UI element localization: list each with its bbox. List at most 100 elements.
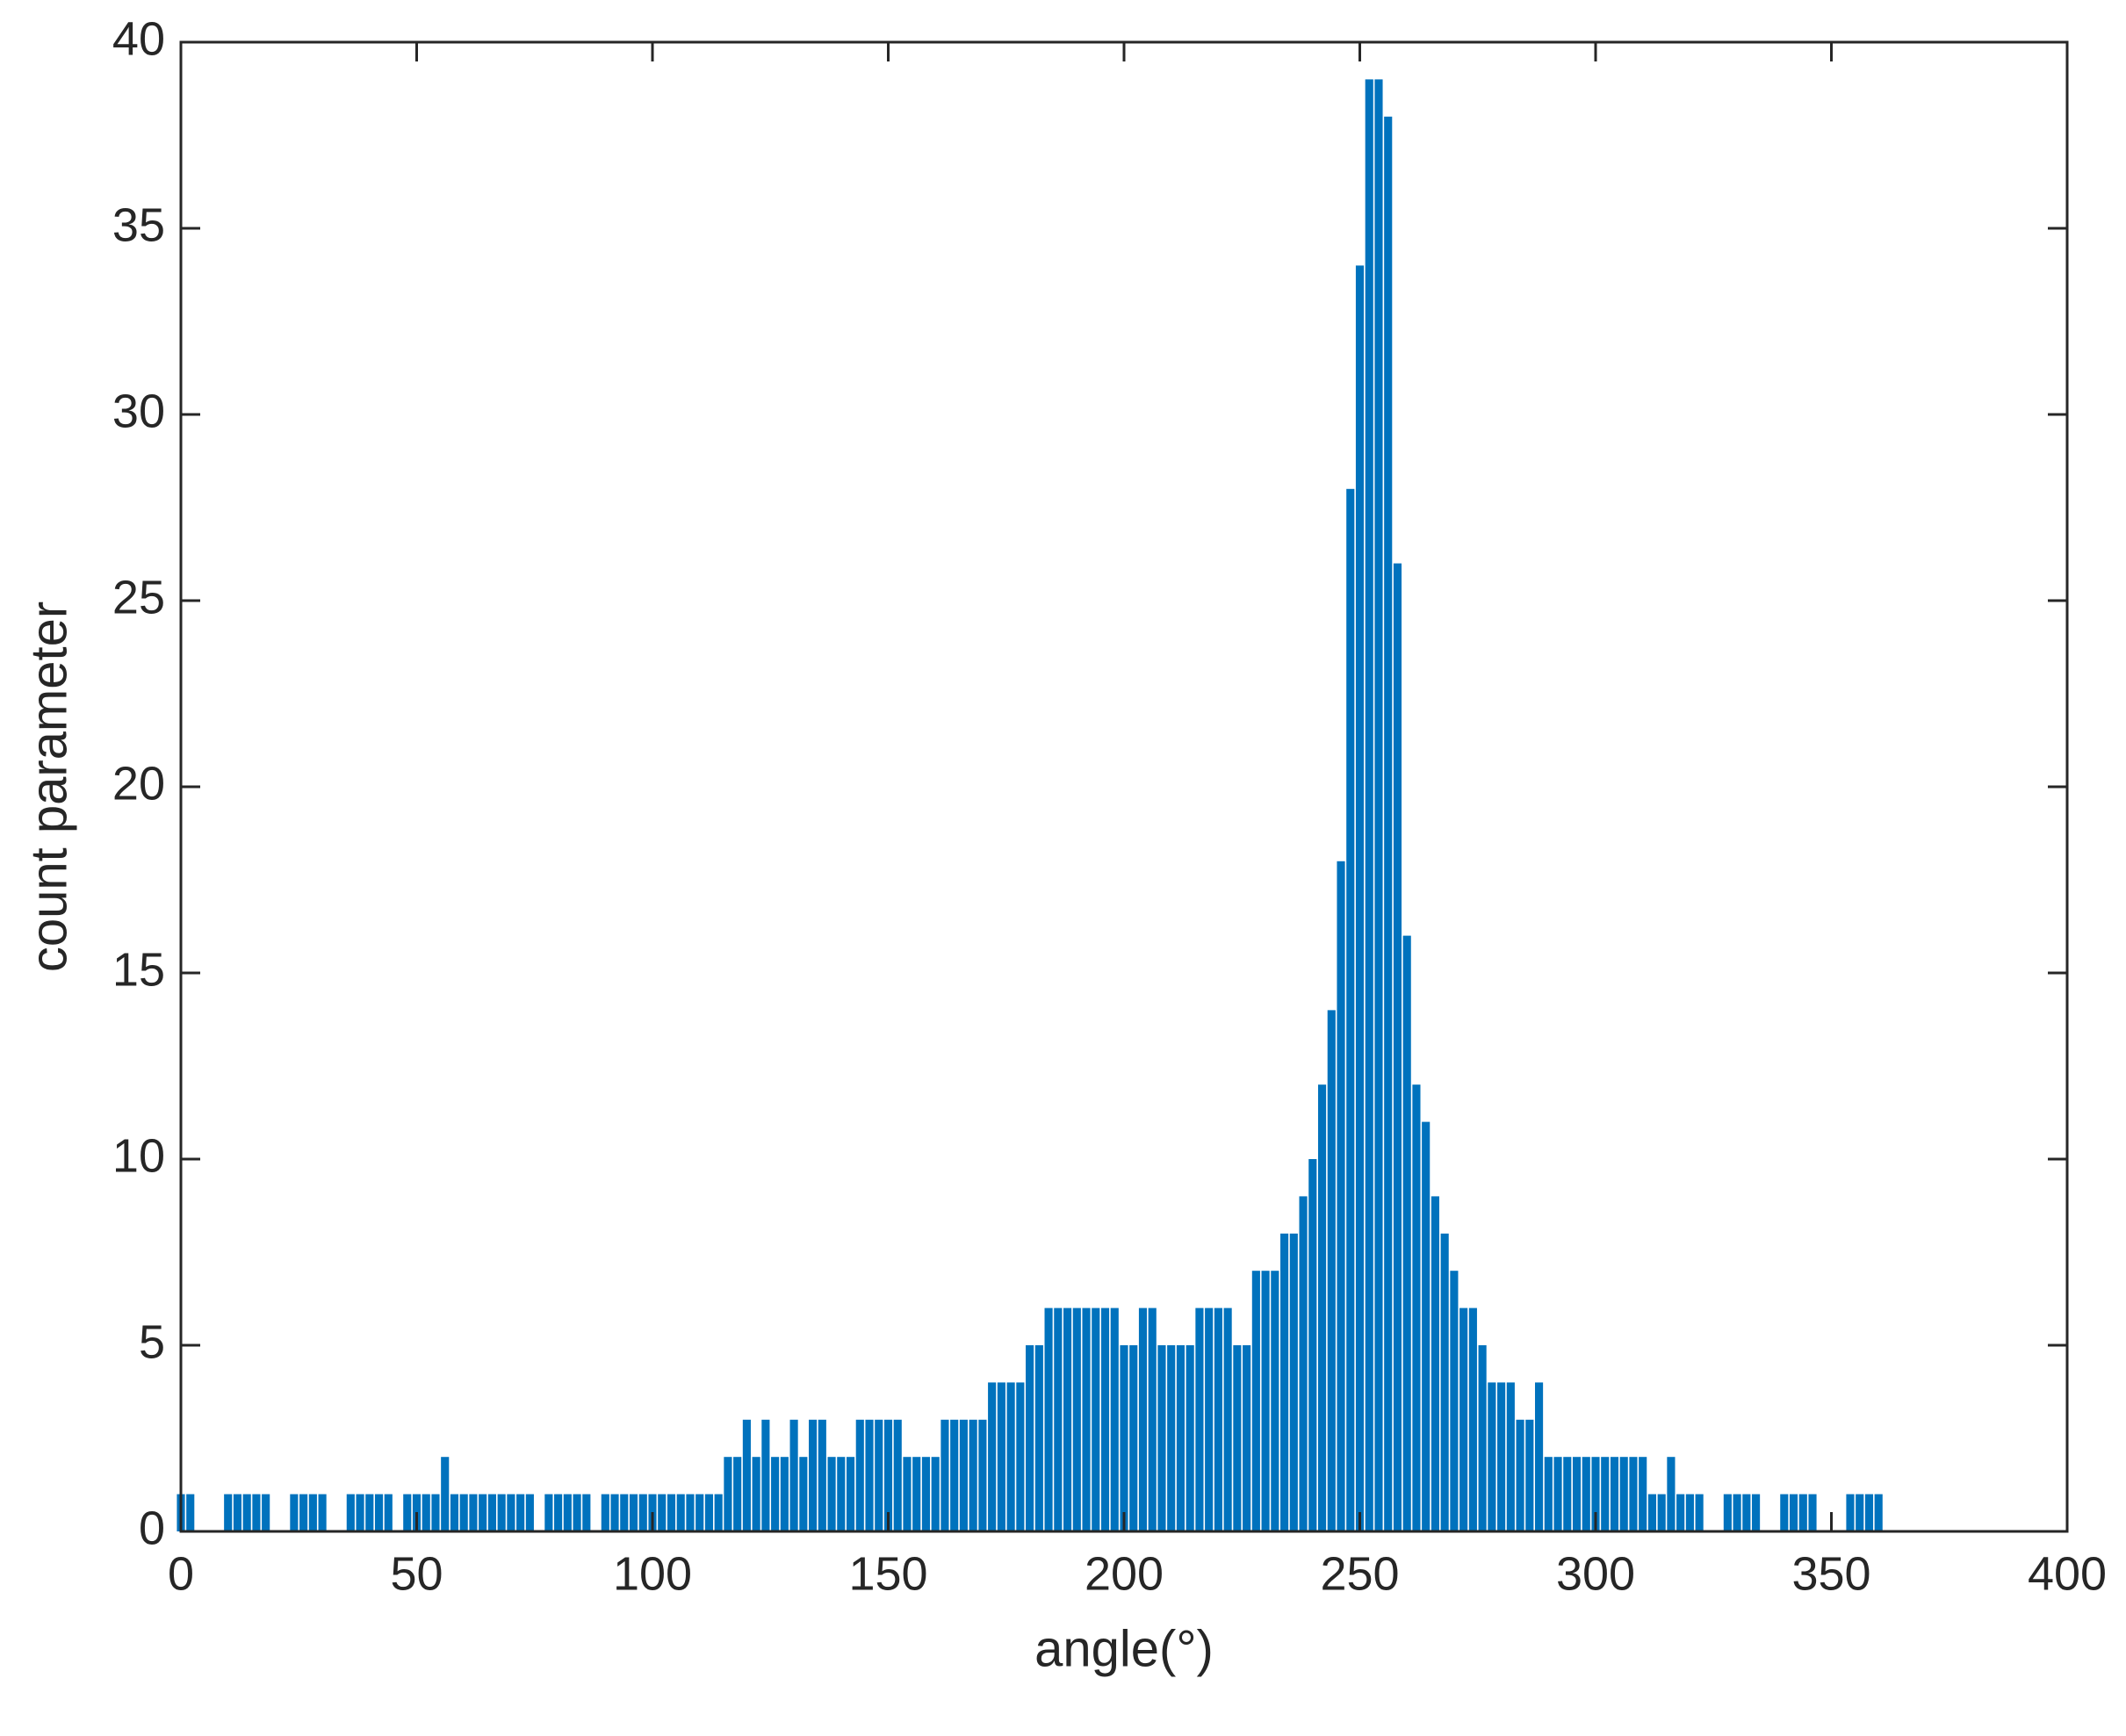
stem — [921, 1457, 931, 1531]
x-tick-label: 150 — [848, 1547, 927, 1600]
stem — [1365, 79, 1373, 1531]
y-tick-label: 40 — [112, 12, 165, 65]
x-tick-label: 100 — [613, 1547, 692, 1600]
stem — [1138, 1307, 1148, 1531]
stem — [1167, 1345, 1176, 1531]
stem — [940, 1419, 949, 1531]
stem — [1808, 1494, 1817, 1531]
stem — [1346, 488, 1355, 1531]
stem — [1280, 1233, 1289, 1531]
stem — [724, 1457, 732, 1531]
stem — [997, 1382, 1005, 1531]
stem — [780, 1457, 789, 1531]
stem — [1082, 1307, 1091, 1531]
stem — [855, 1419, 864, 1531]
stem — [1856, 1494, 1864, 1531]
stem — [1440, 1233, 1449, 1531]
stem — [479, 1494, 487, 1531]
stem — [1657, 1494, 1666, 1531]
stem — [771, 1457, 780, 1531]
stem — [676, 1494, 685, 1531]
stem — [1563, 1457, 1572, 1531]
stem — [704, 1494, 714, 1531]
stem — [1553, 1457, 1562, 1531]
stem — [610, 1494, 619, 1531]
stem — [1780, 1494, 1789, 1531]
stem — [629, 1494, 638, 1531]
stem — [1355, 265, 1365, 1531]
stem — [582, 1494, 591, 1531]
stem — [1243, 1345, 1251, 1531]
stem — [1006, 1382, 1015, 1531]
stem — [1846, 1494, 1855, 1531]
stem — [752, 1457, 760, 1531]
stem — [1271, 1271, 1279, 1531]
stem — [761, 1419, 770, 1531]
stem — [959, 1419, 968, 1531]
stem — [1478, 1345, 1487, 1531]
stem — [1723, 1494, 1732, 1531]
stem — [1289, 1233, 1298, 1531]
stem — [497, 1494, 506, 1531]
stem — [1695, 1494, 1704, 1531]
stem — [1016, 1382, 1025, 1531]
stem — [1572, 1457, 1582, 1531]
stem — [912, 1457, 921, 1531]
stem — [1129, 1345, 1138, 1531]
stem — [450, 1494, 459, 1531]
stem — [827, 1457, 836, 1531]
x-tick-label: 300 — [1556, 1547, 1635, 1600]
stem — [809, 1419, 818, 1531]
stem — [299, 1494, 308, 1531]
stem — [1459, 1307, 1468, 1531]
stem — [714, 1494, 723, 1531]
stem — [950, 1419, 959, 1531]
stem — [1431, 1196, 1439, 1531]
stem — [1582, 1457, 1590, 1531]
stem — [1054, 1307, 1063, 1531]
x-tick-label: 200 — [1085, 1547, 1164, 1600]
stem — [1044, 1307, 1053, 1531]
stem — [1148, 1307, 1157, 1531]
stem — [1601, 1457, 1610, 1531]
stem — [252, 1494, 261, 1531]
stem — [1402, 935, 1411, 1531]
stem — [403, 1494, 412, 1531]
stem — [658, 1494, 667, 1531]
stem — [1544, 1457, 1553, 1531]
stem — [875, 1419, 883, 1531]
stem — [1374, 79, 1383, 1531]
stem — [525, 1494, 534, 1531]
x-axis-label: angle(°) — [1034, 1620, 1214, 1677]
stem — [742, 1419, 751, 1531]
stem — [1393, 563, 1402, 1531]
stem — [1450, 1271, 1459, 1531]
stem — [459, 1494, 468, 1531]
stem — [789, 1419, 798, 1531]
x-tick-label: 350 — [1791, 1547, 1870, 1600]
stem — [224, 1494, 233, 1531]
stem — [1639, 1457, 1647, 1531]
stem — [1516, 1419, 1524, 1531]
stem — [1525, 1419, 1534, 1531]
y-tick-label: 15 — [112, 943, 165, 996]
stem — [422, 1494, 430, 1531]
stem — [441, 1457, 450, 1531]
stem — [1619, 1457, 1628, 1531]
stem — [1610, 1457, 1619, 1531]
stem — [1251, 1271, 1260, 1531]
stem — [1789, 1494, 1798, 1531]
stem — [563, 1494, 572, 1531]
stem — [1195, 1307, 1204, 1531]
y-axis-label: count parameter — [20, 601, 77, 972]
x-tick-label: 50 — [390, 1547, 443, 1600]
stem — [893, 1419, 902, 1531]
stem — [346, 1494, 355, 1531]
stem — [1874, 1494, 1883, 1531]
stem — [233, 1494, 242, 1531]
stem — [837, 1457, 846, 1531]
stem — [1733, 1494, 1741, 1531]
stem — [1214, 1307, 1222, 1531]
stem — [1317, 1084, 1327, 1531]
